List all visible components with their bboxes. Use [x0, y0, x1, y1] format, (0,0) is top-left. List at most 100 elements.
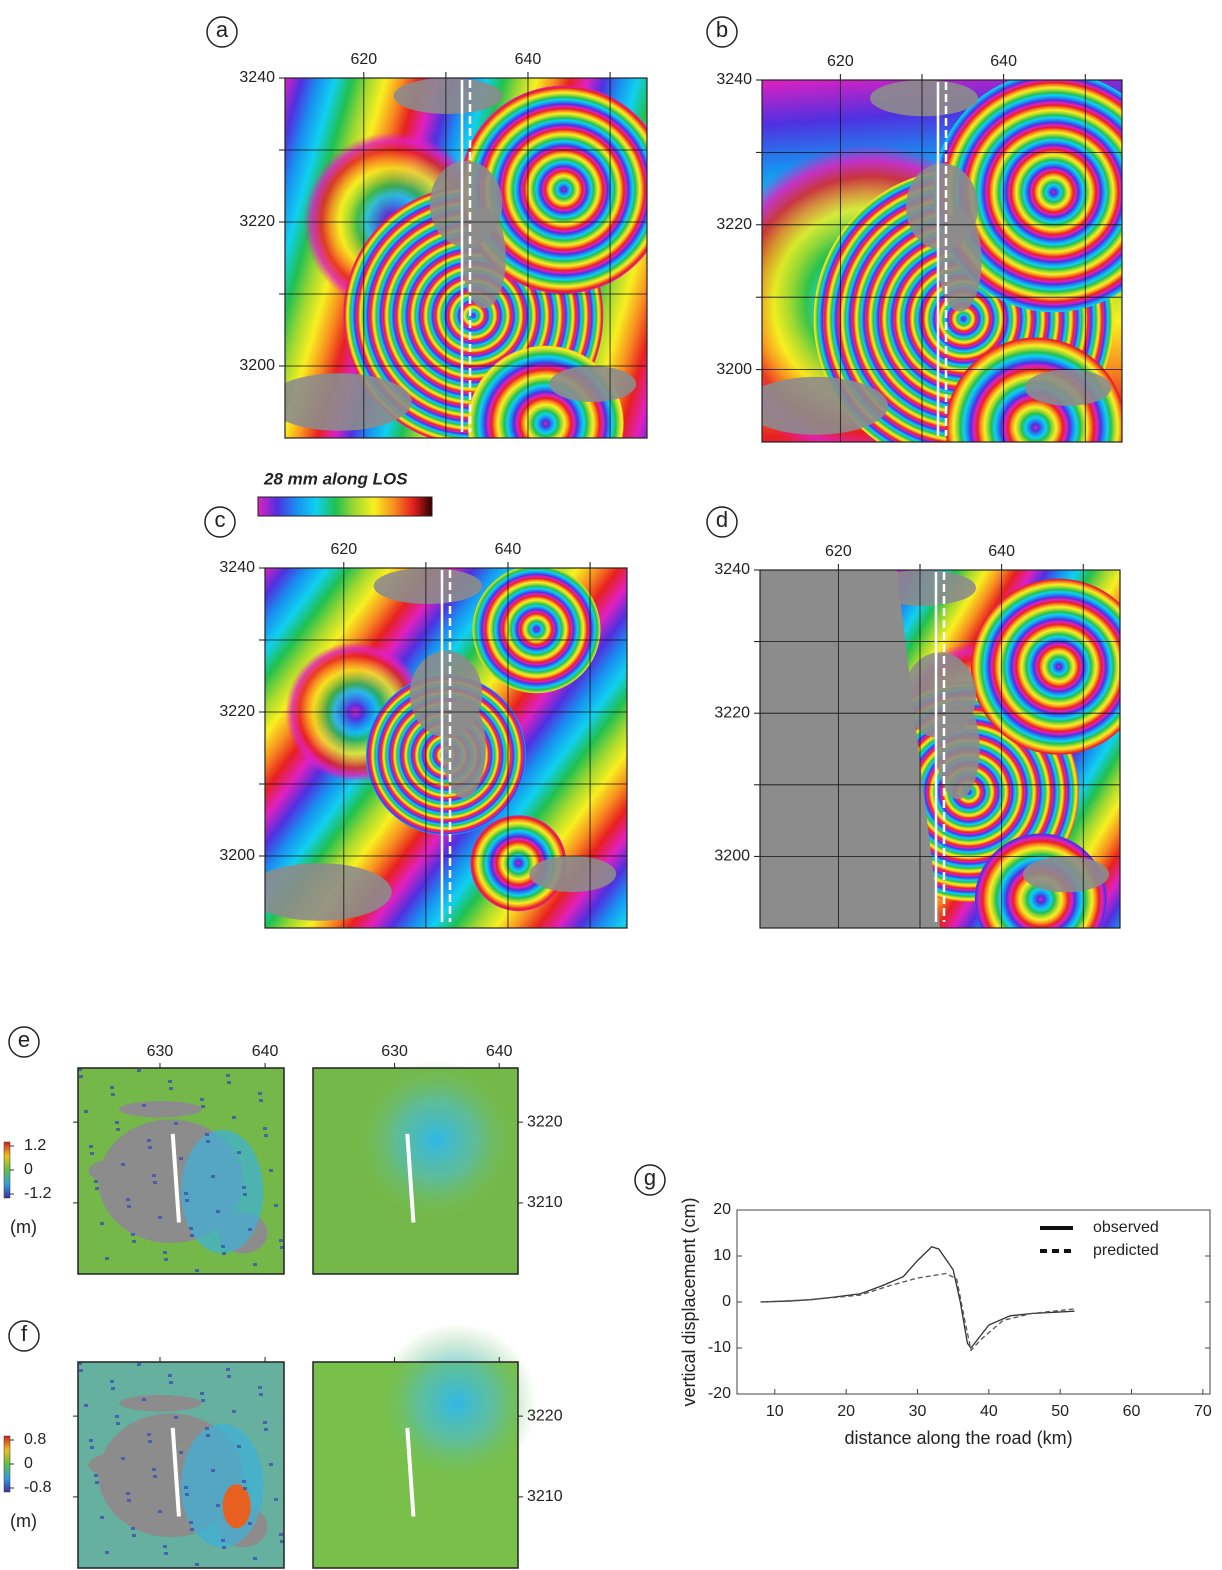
speckle	[78, 1068, 82, 1071]
speckle	[263, 1421, 267, 1424]
panel-label-circle	[8, 1320, 40, 1352]
fringe-rings	[974, 833, 1107, 928]
panel-frame	[312, 1361, 519, 1569]
panel-frame	[759, 569, 1121, 929]
speckle	[163, 1251, 167, 1254]
fault-trace	[170, 1133, 181, 1223]
panel-label: e	[18, 1027, 30, 1052]
speckle	[216, 1210, 220, 1213]
incoherent-area	[88, 1452, 151, 1478]
speckle	[280, 1246, 284, 1249]
speckle	[78, 1362, 82, 1365]
panel-label: a	[216, 17, 229, 42]
speckle	[79, 1369, 83, 1372]
panel-frame	[761, 79, 1123, 443]
speckle	[95, 1187, 99, 1190]
fringe-rings	[459, 85, 647, 294]
speckle	[127, 1205, 131, 1208]
y-tick-label: 3200	[219, 847, 255, 864]
speckle	[169, 1381, 173, 1384]
speckle	[111, 1093, 115, 1096]
colorbar-unit: (m)	[10, 1217, 37, 1237]
incoherent-area	[529, 856, 617, 892]
panel-frame	[77, 1067, 285, 1275]
speckle	[131, 1527, 135, 1530]
fringe-rings	[470, 815, 567, 912]
y-tick-label: 3240	[714, 561, 750, 578]
panel-label: f	[21, 1321, 28, 1346]
colorbar-tick-label: -0.8	[24, 1479, 52, 1496]
x-tick-label: 20	[837, 1403, 855, 1420]
speckle	[269, 1463, 273, 1466]
speckle	[110, 1086, 114, 1089]
colorbar-tick-label: 0	[24, 1455, 33, 1472]
colorbar-tick-label: 0.8	[24, 1431, 46, 1448]
x-tick-label: 640	[495, 541, 522, 558]
speckle	[142, 1104, 146, 1107]
speckle	[105, 1257, 109, 1260]
speckle	[147, 1139, 151, 1142]
speckle	[264, 1428, 268, 1431]
fault-trace	[405, 1427, 416, 1517]
speckle	[242, 1480, 246, 1483]
speckle	[232, 1116, 236, 1119]
speckle	[79, 1075, 83, 1078]
y-tick-label: 3220	[716, 216, 752, 233]
speckle	[158, 1510, 162, 1513]
uplift-area	[181, 1129, 264, 1254]
y-tick-label: 3240	[716, 71, 752, 88]
speckle	[200, 1098, 204, 1101]
panel-label: c	[215, 507, 226, 532]
speckle	[142, 1398, 146, 1401]
speckle	[274, 1204, 278, 1207]
colorbar-unit: (m)	[10, 1511, 37, 1531]
speckle	[222, 1546, 226, 1549]
y-tick-label: 3200	[716, 361, 752, 378]
speckle	[94, 1180, 98, 1183]
legend-label: predicted	[1093, 1242, 1159, 1259]
speckle	[206, 1140, 210, 1143]
fringe-rings	[472, 568, 601, 694]
panel-frame	[264, 567, 628, 929]
speckle	[179, 1157, 183, 1160]
x-tick-label: 620	[330, 541, 357, 558]
x-tick-label: 30	[909, 1403, 927, 1420]
incoherent-area	[393, 78, 503, 114]
speckle	[90, 1152, 94, 1155]
incoherent-area	[119, 1394, 202, 1412]
x-tick-label: 60	[1123, 1403, 1141, 1420]
speckle	[190, 1528, 194, 1531]
speckle	[164, 1552, 168, 1555]
y-tick-label: 3220	[219, 703, 255, 720]
y-tick-label: 3200	[714, 848, 750, 865]
speckle	[185, 1493, 189, 1496]
incoherent-area	[462, 207, 506, 309]
speckle	[132, 1240, 136, 1243]
y-axis-label: vertical displacement (cm)	[679, 1197, 699, 1406]
speckle	[174, 1122, 178, 1125]
speckle	[258, 1386, 262, 1389]
speckle	[248, 1228, 252, 1231]
colorbar	[257, 496, 433, 517]
speckle	[221, 1245, 225, 1248]
speckle	[126, 1198, 130, 1201]
speckle	[168, 1080, 172, 1083]
speckle	[269, 1169, 273, 1172]
speckle	[105, 1551, 109, 1554]
speckle	[126, 1492, 130, 1495]
incoherent-area	[870, 80, 978, 117]
speckle	[216, 1504, 220, 1507]
incoherent-area	[442, 697, 486, 799]
speckle	[248, 1522, 252, 1525]
speckle	[259, 1099, 263, 1102]
panel-frame	[284, 77, 648, 439]
incoherent-area	[1022, 856, 1110, 893]
speckle	[242, 1186, 246, 1189]
panel-label: d	[716, 507, 728, 532]
colorbar-tick-label: 0	[24, 1161, 33, 1178]
incoherent-area	[285, 373, 412, 431]
speckle	[200, 1392, 204, 1395]
x-tick-label: 620	[825, 543, 852, 560]
incoherent-area	[1024, 369, 1112, 406]
speckle	[95, 1481, 99, 1484]
